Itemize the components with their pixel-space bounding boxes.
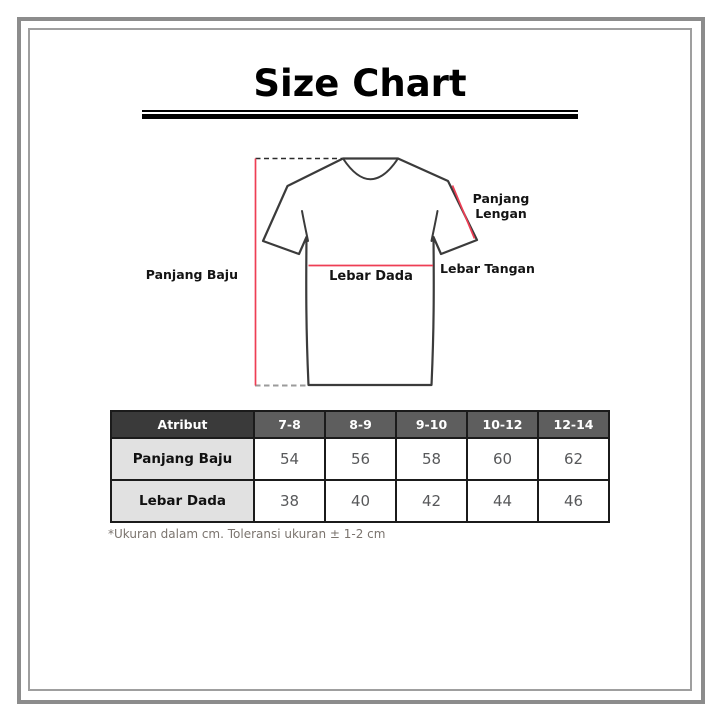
cell-panjang-baju-8-9: 56 [324, 437, 397, 481]
page-title: Size Chart [253, 62, 467, 105]
label-lebar-dada: Lebar Dada [329, 269, 413, 284]
row-label-lebar-dada: Lebar Dada [110, 479, 255, 523]
title-underline-thick [142, 114, 578, 119]
cell-panjang-baju-9-10: 58 [395, 437, 468, 481]
cell-panjang-baju-10-12: 60 [466, 437, 539, 481]
column-header-size-12-14: 12-14 [537, 410, 610, 439]
label-panjang-lengan-line2: Lengan [475, 206, 527, 221]
cell-lebar-dada-8-9: 40 [324, 479, 397, 523]
cell-lebar-dada-12-14: 46 [537, 479, 610, 523]
column-header-size-8-9: 8-9 [324, 410, 397, 439]
tshirt-outline [261, 157, 479, 387]
cell-lebar-dada-7-8: 38 [253, 479, 326, 523]
footnote: *Ukuran dalam cm. Toleransi ukuran ± 1-2… [108, 527, 386, 541]
tshirt-collar-arc [342, 157, 399, 181]
cell-lebar-dada-9-10: 42 [395, 479, 468, 523]
cell-panjang-baju-7-8: 54 [253, 437, 326, 481]
tshirt-armhole-right [430, 210, 439, 242]
inner-frame-border [28, 28, 692, 691]
table-row-panjang-baju: Panjang Baju 54 56 58 60 62 [110, 437, 610, 481]
title-underline-thin [142, 110, 578, 112]
size-table: Atribut 7-8 8-9 9-10 10-12 12-14 Panjang… [110, 410, 610, 523]
label-lebar-tangan: Lebar Tangan [440, 261, 535, 276]
label-panjang-lengan: Panjang Lengan [455, 191, 547, 221]
column-header-size-10-12: 10-12 [466, 410, 539, 439]
size-table-header-row: Atribut 7-8 8-9 9-10 10-12 12-14 [110, 410, 610, 439]
row-label-panjang-baju: Panjang Baju [110, 437, 255, 481]
cell-lebar-dada-10-12: 44 [466, 479, 539, 523]
table-row-lebar-dada: Lebar Dada 38 40 42 44 46 [110, 479, 610, 523]
tshirt-diagram [254, 157, 479, 387]
label-panjang-baju: Panjang Baju [145, 267, 238, 282]
cell-panjang-baju-12-14: 62 [537, 437, 610, 481]
tshirt-armhole-left [301, 210, 309, 242]
label-panjang-lengan-line1: Panjang [472, 191, 530, 206]
column-header-size-7-8: 7-8 [253, 410, 326, 439]
measure-line-panjang-lengan [451, 185, 476, 239]
column-header-atribut: Atribut [110, 410, 255, 439]
column-header-size-9-10: 9-10 [395, 410, 468, 439]
outer-frame-border [17, 17, 705, 704]
